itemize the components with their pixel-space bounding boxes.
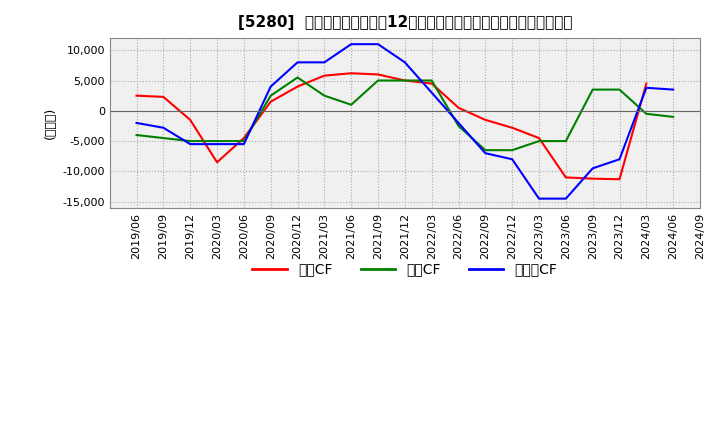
営業CF bbox=[615, 176, 624, 182]
営業CF bbox=[132, 93, 141, 98]
投資CF bbox=[347, 102, 356, 107]
営業CF bbox=[454, 105, 463, 110]
営業CF bbox=[562, 175, 570, 180]
投資CF bbox=[132, 132, 141, 138]
営業CF bbox=[240, 136, 248, 141]
営業CF bbox=[400, 78, 409, 83]
Line: 営業CF: 営業CF bbox=[137, 73, 647, 179]
営業CF bbox=[481, 117, 490, 122]
営業CF bbox=[374, 72, 382, 77]
投資CF bbox=[535, 139, 544, 144]
フリーCF bbox=[615, 157, 624, 162]
投資CF bbox=[615, 87, 624, 92]
投資CF bbox=[642, 111, 651, 117]
投資CF bbox=[508, 147, 516, 153]
フリーCF bbox=[374, 41, 382, 47]
フリーCF bbox=[400, 60, 409, 65]
投資CF bbox=[428, 78, 436, 83]
投資CF bbox=[212, 139, 221, 144]
フリーCF bbox=[562, 196, 570, 201]
フリーCF bbox=[159, 125, 168, 130]
フリーCF bbox=[508, 157, 516, 162]
投資CF bbox=[481, 147, 490, 153]
Y-axis label: (百万円): (百万円) bbox=[44, 107, 57, 139]
営業CF bbox=[159, 94, 168, 99]
フリーCF bbox=[428, 90, 436, 95]
営業CF bbox=[347, 70, 356, 76]
投資CF bbox=[266, 93, 275, 98]
Line: フリーCF: フリーCF bbox=[137, 44, 673, 198]
フリーCF bbox=[454, 120, 463, 125]
投資CF bbox=[320, 93, 329, 98]
投資CF bbox=[186, 139, 194, 144]
フリーCF bbox=[186, 142, 194, 147]
営業CF bbox=[212, 160, 221, 165]
フリーCF bbox=[132, 120, 141, 125]
営業CF bbox=[293, 84, 302, 89]
Legend: 営業CF, 投資CF, フリーCF: 営業CF, 投資CF, フリーCF bbox=[247, 257, 563, 282]
Line: 投資CF: 投資CF bbox=[137, 77, 673, 150]
フリーCF bbox=[266, 84, 275, 89]
フリーCF bbox=[669, 87, 678, 92]
フリーCF bbox=[642, 85, 651, 91]
営業CF bbox=[588, 176, 597, 181]
営業CF bbox=[642, 81, 651, 86]
営業CF bbox=[186, 117, 194, 122]
フリーCF bbox=[481, 150, 490, 156]
フリーCF bbox=[535, 196, 544, 201]
フリーCF bbox=[347, 41, 356, 47]
営業CF bbox=[508, 125, 516, 130]
投資CF bbox=[454, 123, 463, 128]
営業CF bbox=[320, 73, 329, 78]
営業CF bbox=[266, 99, 275, 104]
投資CF bbox=[669, 114, 678, 120]
営業CF bbox=[535, 136, 544, 141]
フリーCF bbox=[320, 60, 329, 65]
フリーCF bbox=[240, 142, 248, 147]
投資CF bbox=[562, 139, 570, 144]
営業CF bbox=[428, 81, 436, 86]
投資CF bbox=[400, 78, 409, 83]
フリーCF bbox=[212, 142, 221, 147]
フリーCF bbox=[588, 166, 597, 171]
投資CF bbox=[240, 139, 248, 144]
投資CF bbox=[159, 136, 168, 141]
フリーCF bbox=[293, 60, 302, 65]
投資CF bbox=[374, 78, 382, 83]
投資CF bbox=[293, 75, 302, 80]
投資CF bbox=[588, 87, 597, 92]
Title: [5280]  キャッシュフローの12か月移動合計の対前年同期増減額の推移: [5280] キャッシュフローの12か月移動合計の対前年同期増減額の推移 bbox=[238, 15, 572, 30]
